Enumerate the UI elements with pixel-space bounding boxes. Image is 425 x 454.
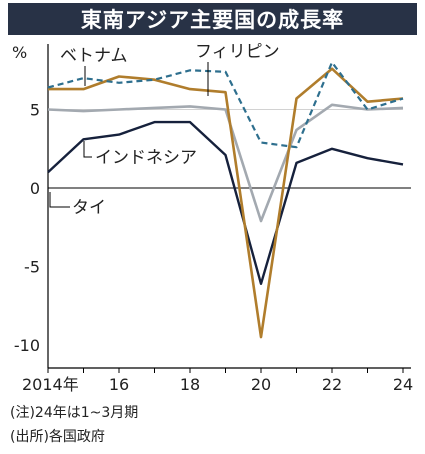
series-label-thailand: タイ: [72, 198, 106, 218]
series-label-vietnam: ベトナム: [60, 46, 128, 66]
source-note: (出所)各国政府: [10, 429, 105, 445]
footnote: (注)24年は1~3月期: [10, 405, 139, 421]
chart-title-bar: 東南アジア主要国の成長率: [8, 3, 417, 35]
x-tick-label: 20: [251, 375, 271, 394]
y-tick-label: -5: [24, 258, 40, 277]
y-tick-label: 0: [30, 179, 40, 198]
leader-line-thailand: [49, 192, 70, 208]
y-unit-label: %: [12, 43, 27, 62]
x-tick-label: 24: [393, 375, 413, 394]
series-label-philippines: フィリピン: [195, 42, 280, 62]
x-tick-label: 16: [109, 375, 129, 394]
series-layer: [47, 61, 404, 339]
y-tick-label: 5: [30, 101, 40, 120]
x-tick-label: 18: [180, 375, 200, 394]
leader-line-indonesia: [83, 141, 92, 158]
y-tick-label: -10: [14, 336, 40, 355]
axis-layer: 5 0 -5 -10 2014年 16 18 20 22 24: [14, 44, 413, 394]
series-line-indonesia: [47, 103, 404, 223]
series-line-vietnam: [47, 61, 404, 149]
x-tick-label: 2014年: [22, 375, 79, 394]
chart-title: 東南アジア主要国の成長率: [80, 8, 345, 32]
series-label-indonesia: インドネシア: [95, 148, 197, 168]
series-line-thailand: [47, 120, 404, 285]
x-tick-label: 22: [322, 375, 342, 394]
label-layer: % ベトナム フィリピン インドネシア タイ: [12, 42, 280, 218]
